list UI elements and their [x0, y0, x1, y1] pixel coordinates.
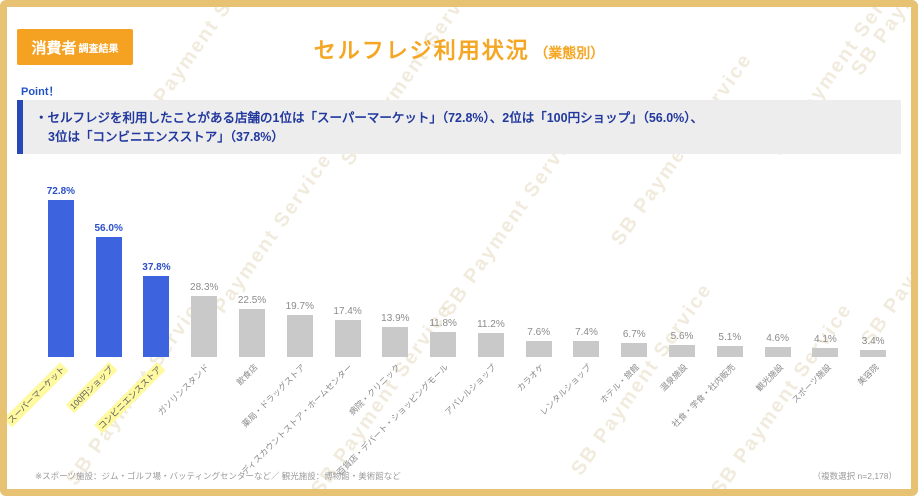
bar-column: 4.6% 観光施設 [754, 185, 802, 393]
point-accent-bar [17, 100, 23, 154]
category-label: ディスカウントストア・ホームセンター [239, 362, 355, 477]
bar[interactable] [47, 200, 74, 357]
bar-value-label: 72.8% [46, 186, 76, 198]
category-label: アパレルショップ [442, 362, 498, 418]
bar[interactable] [95, 236, 122, 357]
bar-value-label: 5.1% [718, 332, 742, 344]
category-label: ホテル・旅館 [598, 362, 642, 406]
bar[interactable] [382, 327, 409, 357]
bar-column: 3.4% 美容院 [849, 185, 897, 387]
footnote-right: （複数選択 n=2,178） [812, 471, 897, 481]
bar-column: 4.1% スポーツ施設 [789, 185, 850, 405]
bar-value-label: 4.6% [766, 333, 789, 345]
bar[interactable] [764, 347, 791, 357]
bar-column: 5.6% 温泉施設 [658, 185, 706, 393]
category-label: 100円ショップ [65, 362, 118, 414]
bar-value-label: 28.3% [190, 282, 219, 294]
bar-column: 17.4% ディスカウントストア・ホームセンター [240, 185, 372, 477]
category-label: カラオケ [514, 362, 546, 394]
bar-column: 13.9% 病院・クリニック [347, 185, 419, 417]
bar[interactable] [525, 340, 552, 357]
bar-column: 11.2% アパレルショップ [443, 185, 515, 417]
bar-column: 37.8% コンビニエンスストア [93, 185, 181, 434]
bar[interactable] [573, 341, 600, 357]
bar-value-label: 7.6% [527, 326, 551, 338]
point-label: Point！ [21, 86, 60, 98]
bar-column: 7.6% カラオケ [515, 185, 563, 393]
category-label: 飲食店 [233, 362, 260, 388]
bar-value-label: 5.6% [670, 330, 694, 342]
bar[interactable] [191, 296, 218, 357]
bar-column: 11.8% 百貨店・デパート・ショッピングモール [335, 185, 467, 478]
bar-value-label: 37.8% [142, 261, 171, 273]
bar-column: 19.7% 薬局・ドラッグストア [240, 185, 324, 430]
title-wrap: セルフレジ利用状況 （業態別） [7, 33, 911, 65]
point-box: ・セルフレジを利用したことがある店舗の1位は「スーパーマーケット」（72.8%）… [17, 100, 901, 154]
footnote-left: ※スポーツ施設：ジム・ゴルフ場・バッティングセンターなど／ 観光施設：博物館・美… [35, 471, 401, 481]
bar-value-label: 56.0% [94, 222, 123, 234]
bar-value-label: 7.4% [575, 327, 598, 339]
badge-main-text: 消費者 [31, 39, 77, 57]
category-label: 百貨店・デパート・ショッピングモール [334, 362, 451, 478]
bar-value-label: 3.4% [861, 335, 885, 347]
bar-value-label: 11.8% [429, 317, 457, 329]
bar[interactable] [477, 332, 504, 357]
bar-column: 28.3% ガソリンスタンド [156, 185, 228, 417]
category-label: 温泉施設 [657, 362, 690, 394]
point-line-1: ・セルフレジを利用したことがある店舗の1位は「スーパーマーケット」（72.8%）… [35, 111, 704, 125]
bar-value-label: 6.7% [622, 328, 646, 340]
bar[interactable] [812, 348, 839, 357]
slide-content: 消費者 調査結果 セルフレジ利用状況 （業態別） Point！ ・セルフレジを利… [7, 7, 911, 489]
bar[interactable] [669, 344, 696, 357]
bar-value-label: 4.1% [813, 334, 837, 346]
bar-value-label: 13.9% [381, 313, 410, 325]
badge-sub-text: 調査結果 [78, 43, 119, 55]
bar[interactable] [143, 275, 170, 357]
page-title: セルフレジ利用状況 [313, 38, 530, 63]
bar-column: 5.1% 社食・学食・社内販売 [670, 185, 754, 429]
bar-value-label: 22.5% [237, 294, 267, 306]
page-title-suffix: （業態別） [534, 45, 605, 61]
bar[interactable] [334, 319, 361, 357]
bar-value-label: 19.7% [285, 300, 314, 312]
category-label: 観光施設 [753, 362, 785, 394]
category-label: レンタルショップ [538, 362, 594, 418]
bar[interactable] [239, 308, 266, 357]
category-label: スポーツ施設 [789, 362, 833, 406]
bar[interactable] [860, 349, 887, 357]
bar-column: 6.7% ホテル・旅館 [598, 185, 658, 405]
bar-chart: 72.8% スーパーマーケット 56.0% 100円ショップ 37.8% コンビニエンスス… [7, 185, 897, 478]
bar-column: 22.5% 飲食店 [228, 185, 276, 387]
bar-column: 56.0% 100円ショップ [65, 185, 133, 414]
bar-value-label: 11.2% [477, 318, 505, 330]
point-text: ・セルフレジを利用したことがある店舗の1位は「スーパーマーケット」（72.8%）… [23, 100, 715, 154]
bar[interactable] [716, 346, 743, 357]
bar-column: 7.4% レンタルショップ [538, 185, 611, 417]
bar-value-label: 17.4% [333, 305, 362, 317]
bar-column: 72.8% スーパーマーケット [7, 185, 85, 428]
survey-badge: 消費者 調査結果 [17, 29, 133, 65]
bar[interactable] [430, 331, 457, 357]
category-label: 美容院 [855, 362, 881, 388]
bar[interactable] [286, 314, 313, 357]
category-label: スーパーマーケット [7, 362, 70, 428]
bar[interactable] [621, 342, 648, 357]
point-line-2: 3位は「コンビニエンスストア」（37.8%） [48, 130, 284, 145]
